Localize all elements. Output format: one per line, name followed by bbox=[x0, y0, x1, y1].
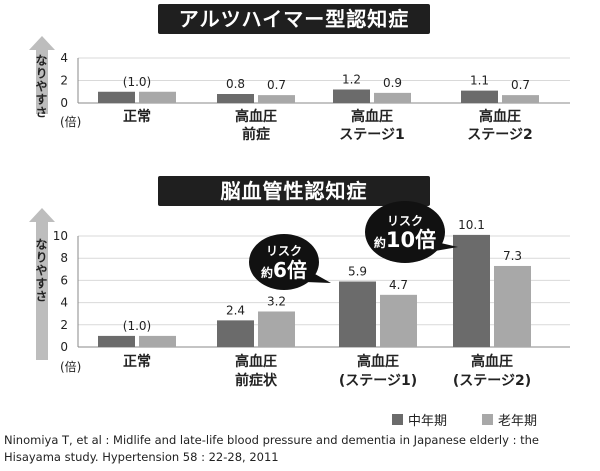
x-category-label: 正常 bbox=[123, 353, 151, 370]
data-label: (1.0) bbox=[123, 319, 151, 333]
data-label: 0.7 bbox=[267, 78, 286, 92]
callout-number: 6倍 bbox=[273, 258, 307, 282]
callout-value: 約6倍 bbox=[261, 258, 307, 282]
x-category-label: 高血圧 bbox=[351, 108, 393, 125]
legend-label-old-age: 老年期 bbox=[498, 414, 538, 429]
legend-item-old-age: 老年期 bbox=[482, 410, 537, 429]
data-label: (1.0) bbox=[123, 75, 151, 89]
bar-middle-age bbox=[453, 234, 490, 347]
y-tick-label: 4 bbox=[60, 296, 68, 310]
data-label: 1.1 bbox=[470, 74, 489, 88]
x-category-label: ステージ1 bbox=[339, 127, 404, 143]
bar-old-age bbox=[380, 294, 417, 347]
y-tick-label: 10 bbox=[53, 229, 68, 243]
chart1-unit: (倍) bbox=[60, 115, 82, 129]
data-label: 0.8 bbox=[226, 77, 245, 91]
bar-old-age bbox=[374, 92, 411, 103]
bar-old-age bbox=[494, 265, 531, 347]
x-category-label: 高血圧 bbox=[235, 108, 277, 125]
data-label: 0.7 bbox=[511, 78, 530, 92]
callout-line1: リスク bbox=[266, 244, 302, 258]
x-category-label: 正常 bbox=[123, 108, 151, 125]
legend-item-middle-age: 中年期 bbox=[392, 410, 447, 429]
y-tick-label: 8 bbox=[60, 251, 68, 265]
legend-swatch-old-age bbox=[482, 414, 493, 425]
bar-old-age bbox=[139, 335, 176, 347]
bar-middle-age bbox=[339, 281, 376, 347]
callout-line1: リスク bbox=[387, 214, 423, 228]
y-tick-label: 2 bbox=[60, 74, 68, 88]
x-category-label: 前症 bbox=[242, 126, 270, 143]
chart2-ylabel: なりやすさ bbox=[34, 238, 48, 303]
chart2-unit: (倍) bbox=[60, 360, 82, 374]
citation-text: Ninomiya T, et al : Midlife and late-lif… bbox=[4, 433, 539, 464]
chart1-title: アルツハイマー型認知症 bbox=[158, 4, 430, 34]
x-category-label: 前症状 bbox=[235, 372, 278, 389]
y-tick-label: 0 bbox=[60, 340, 68, 354]
callout-bubble-icon bbox=[249, 234, 319, 290]
y-tick-label: 4 bbox=[60, 51, 68, 65]
legend-label-middle-age: 中年期 bbox=[408, 414, 448, 429]
callout-number: 10倍 bbox=[386, 228, 436, 252]
data-label: 7.3 bbox=[503, 249, 522, 263]
bar-middle-age bbox=[98, 335, 135, 347]
legend-swatch-middle-age bbox=[392, 414, 403, 425]
bar-middle-age bbox=[217, 320, 254, 347]
y-tick-label: 2 bbox=[60, 318, 68, 332]
callout-prefix: 約 bbox=[374, 235, 386, 250]
callout-bubble-icon bbox=[365, 201, 445, 263]
y-axis-arrow-icon bbox=[29, 208, 55, 360]
bar-middle-age bbox=[333, 89, 370, 103]
x-category-label: 高血圧 bbox=[357, 353, 399, 370]
y-axis-arrow-icon bbox=[29, 36, 55, 114]
data-label: 4.7 bbox=[389, 278, 408, 292]
bar-middle-age bbox=[217, 94, 254, 103]
bar-middle-age bbox=[98, 91, 135, 103]
data-label: 0.9 bbox=[383, 76, 402, 90]
callout-value: 約10倍 bbox=[374, 228, 436, 252]
bar-middle-age bbox=[461, 90, 498, 103]
x-category-label: (ステージ2) bbox=[453, 373, 531, 389]
chart1-ylabel: なりやすさ bbox=[34, 54, 48, 119]
data-label: 5.9 bbox=[348, 265, 367, 279]
chart2-title: 脳血管性認知症 bbox=[158, 176, 430, 206]
data-label: 2.4 bbox=[226, 303, 245, 317]
data-label: 3.2 bbox=[267, 294, 286, 308]
y-tick-label: 0 bbox=[60, 96, 68, 110]
x-category-label: 高血圧 bbox=[479, 108, 521, 125]
y-tick-label: 6 bbox=[60, 273, 68, 287]
x-category-label: 高血圧 bbox=[471, 353, 513, 370]
data-label: 10.1 bbox=[458, 218, 485, 232]
data-label: 1.2 bbox=[342, 73, 361, 87]
bar-old-age bbox=[502, 95, 539, 103]
bar-old-age bbox=[258, 311, 295, 347]
x-category-label: (ステージ1) bbox=[339, 373, 417, 389]
x-category-label: 高血圧 bbox=[235, 353, 277, 370]
bar-old-age bbox=[258, 95, 295, 103]
callout-prefix: 約 bbox=[261, 265, 273, 280]
x-category-label: ステージ2 bbox=[467, 127, 532, 143]
bar-old-age bbox=[139, 91, 176, 103]
